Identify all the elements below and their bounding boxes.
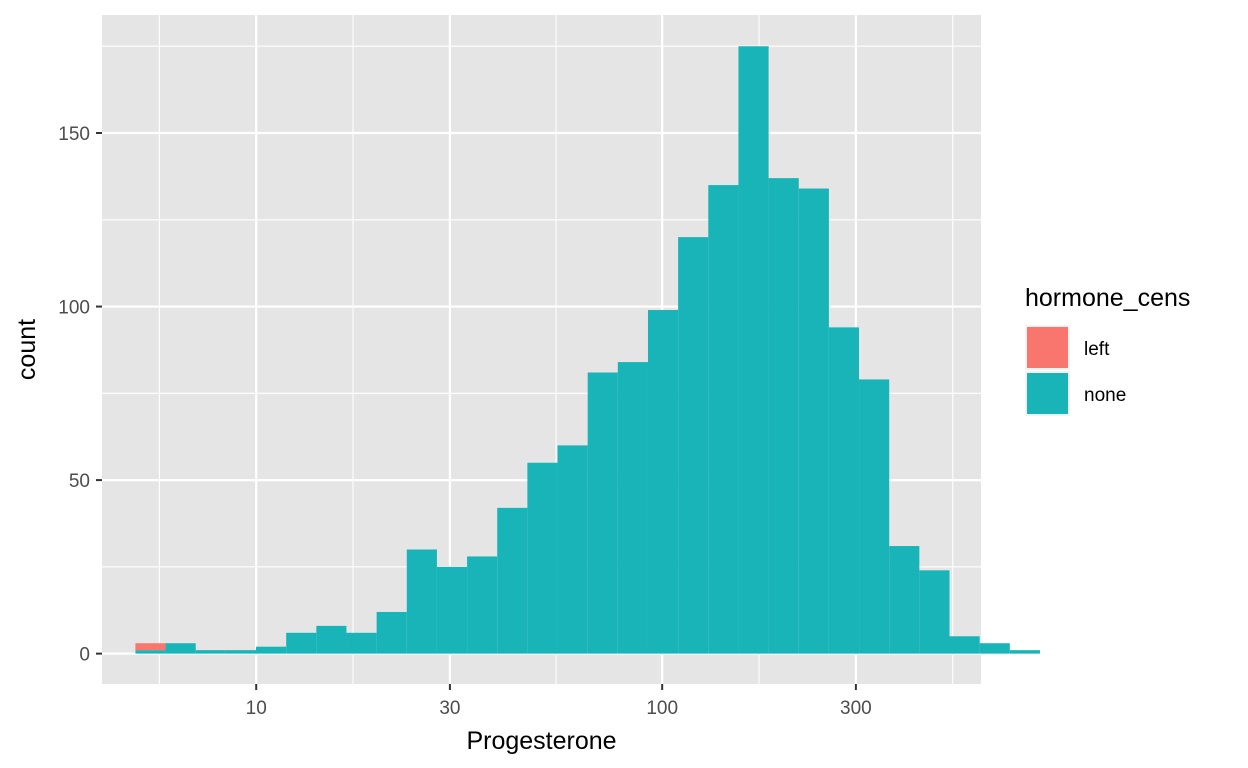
bar-none bbox=[557, 445, 588, 654]
bar-none bbox=[135, 650, 166, 654]
legend-swatch-left bbox=[1027, 327, 1068, 368]
x-tick-label: 100 bbox=[646, 698, 678, 719]
x-tick-label: 300 bbox=[840, 698, 872, 719]
bar-none bbox=[587, 372, 618, 654]
bar-none bbox=[376, 611, 407, 654]
legend: hormone_cens left none bbox=[1025, 284, 1190, 416]
y-tick-label: 0 bbox=[79, 645, 90, 666]
bar-none bbox=[165, 643, 196, 654]
legend-label-none: none bbox=[1084, 385, 1126, 406]
bar-none bbox=[467, 556, 498, 654]
bar-none bbox=[949, 636, 980, 654]
bar-none bbox=[256, 646, 287, 654]
y-tick-label: 100 bbox=[58, 298, 90, 319]
bar-left bbox=[135, 643, 166, 651]
bar-none bbox=[617, 362, 648, 654]
bar-none bbox=[406, 549, 437, 654]
bar-none bbox=[497, 507, 528, 654]
bar-none bbox=[647, 310, 679, 654]
bar-none bbox=[1009, 650, 1040, 654]
bar-none bbox=[738, 46, 769, 654]
x-axis-title: Progesterone bbox=[466, 727, 616, 755]
y-tick-label: 50 bbox=[69, 471, 90, 492]
histogram-bars bbox=[135, 46, 1040, 654]
legend-label-left: left bbox=[1084, 339, 1110, 360]
bar-none bbox=[828, 327, 860, 654]
y-axis: 0 50 100 150 bbox=[58, 124, 102, 666]
legend-title: hormone_cens bbox=[1025, 284, 1190, 312]
x-tick-label: 10 bbox=[246, 698, 267, 719]
bar-none bbox=[678, 237, 709, 654]
bar-none bbox=[708, 185, 739, 654]
x-tick-label: 30 bbox=[439, 698, 460, 719]
bar-none bbox=[195, 650, 226, 654]
bar-none bbox=[859, 379, 890, 654]
x-axis: 10 30 100 300 bbox=[246, 684, 872, 719]
bar-none bbox=[889, 546, 920, 654]
bar-none bbox=[527, 462, 558, 654]
y-tick-label: 150 bbox=[58, 124, 90, 145]
bar-none bbox=[919, 570, 950, 654]
bar-none bbox=[225, 650, 257, 654]
bar-none bbox=[436, 566, 468, 654]
bar-none bbox=[798, 188, 829, 654]
bar-none bbox=[979, 643, 1010, 654]
bar-none bbox=[768, 178, 799, 654]
y-axis-title: count bbox=[13, 319, 41, 380]
bar-none bbox=[346, 632, 377, 654]
legend-swatch-none bbox=[1027, 373, 1068, 414]
bar-none bbox=[286, 632, 317, 654]
bar-none bbox=[316, 625, 347, 654]
